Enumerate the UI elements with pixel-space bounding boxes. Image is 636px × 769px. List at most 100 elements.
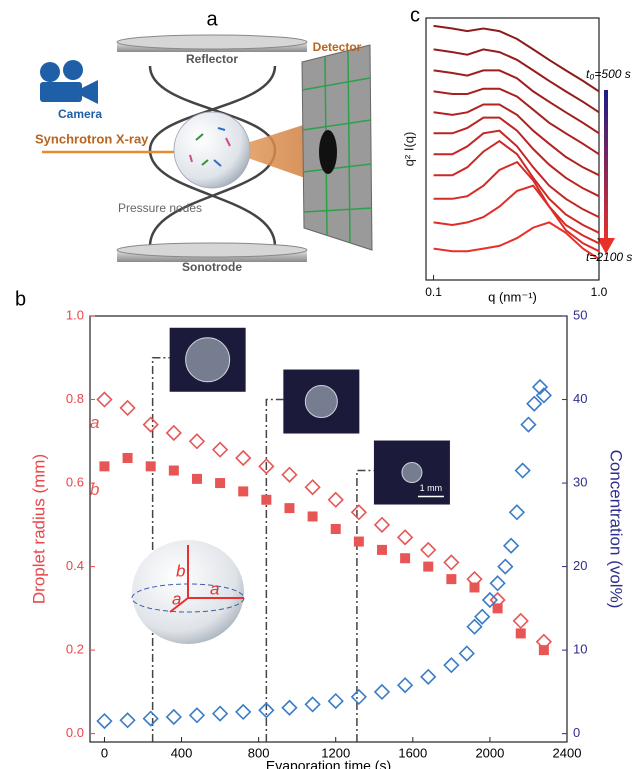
data-point [97, 393, 111, 407]
y-tick-label: 0.2 [66, 642, 84, 657]
x-tick-label: 1600 [398, 745, 427, 760]
x-tick-label: 2400 [553, 745, 582, 760]
inset-label: b [176, 561, 185, 580]
data-point [510, 505, 524, 519]
data-point [444, 555, 458, 569]
series-label: a [90, 413, 99, 432]
saxs-curve [434, 118, 599, 197]
figure: a Reflector Sonotrode Synchrotron X-ray … [0, 0, 636, 769]
data-point [460, 646, 474, 660]
data-point [421, 543, 435, 557]
data-point [236, 451, 250, 465]
data-point [167, 710, 181, 724]
data-point [282, 701, 296, 715]
saxs-curve [434, 105, 599, 176]
beam-stop [319, 130, 337, 174]
data-point [99, 461, 109, 471]
data-point [261, 495, 271, 505]
drop-photo-drop [402, 463, 422, 483]
detector-label: Detector [313, 40, 362, 54]
data-point [213, 443, 227, 457]
data-point [329, 694, 343, 708]
data-point [375, 685, 389, 699]
time-arrow [604, 90, 608, 240]
data-point [97, 714, 111, 728]
reflector-label: Reflector [186, 52, 238, 66]
x-tick-label: 2000 [475, 745, 504, 760]
data-point [308, 511, 318, 521]
sonotrode-top [117, 243, 307, 257]
y2-tick-label: 20 [573, 558, 587, 573]
data-point [169, 466, 179, 476]
y2-tick-label: 40 [573, 391, 587, 406]
saxs-curve [434, 162, 599, 243]
panel-label: c [410, 4, 420, 26]
data-point [121, 713, 135, 727]
data-point [516, 464, 530, 478]
data-point [514, 614, 528, 628]
y2-tick-label: 50 [573, 307, 587, 322]
data-point [446, 574, 456, 584]
beam-label: Synchrotron X-ray [35, 131, 149, 146]
data-point [493, 603, 503, 613]
data-point [398, 530, 412, 544]
panel-label: a [206, 8, 218, 30]
y2-tick-label: 30 [573, 474, 587, 489]
detector [302, 45, 372, 250]
saxs-curve [434, 49, 599, 112]
data-point [527, 397, 541, 411]
data-point [146, 461, 156, 471]
data-point [469, 582, 479, 592]
data-point [498, 560, 512, 574]
data-point [398, 678, 412, 692]
data-point [539, 645, 549, 655]
camera-label: Camera [58, 107, 102, 121]
levitated-drop [174, 112, 250, 188]
data-point [144, 712, 158, 726]
saxs-curve [434, 222, 599, 259]
data-point [215, 478, 225, 488]
data-point [329, 493, 343, 507]
y-tick-label: 1.0 [66, 307, 84, 322]
scale-bar-label: 1 mm [420, 483, 443, 493]
y2-axis-label: Concentration (vol%) [607, 450, 626, 609]
x-tick-label: 0.1 [425, 285, 442, 299]
sonotrode-label: Sonotrode [182, 260, 242, 274]
data-point [238, 486, 248, 496]
data-point [192, 474, 202, 484]
inset-label: a [172, 589, 181, 608]
series-label: b [90, 480, 99, 499]
data-point [352, 505, 366, 519]
data-point [352, 690, 366, 704]
y-tick-label: 0.8 [66, 391, 84, 406]
data-point [444, 658, 458, 672]
data-point [190, 708, 204, 722]
data-point [236, 705, 250, 719]
data-point [423, 562, 433, 572]
drop-photo-drop [186, 338, 230, 382]
data-point [167, 426, 181, 440]
data-point [421, 670, 435, 684]
data-point [190, 434, 204, 448]
panel-label: b [15, 288, 26, 310]
data-point [400, 553, 410, 563]
data-point [213, 707, 227, 721]
inset-label: a [210, 579, 219, 598]
drop-photo-drop [305, 386, 337, 418]
data-point [516, 628, 526, 638]
reflector-top [117, 35, 307, 49]
x-tick-label: 0 [101, 745, 108, 760]
data-point [282, 468, 296, 482]
x-tick-label: 400 [171, 745, 193, 760]
x-tick-label: 1.0 [591, 285, 608, 299]
nodes-label: Pressure nodes [118, 201, 202, 215]
data-point [521, 418, 535, 432]
y-tick-label: 0.6 [66, 474, 84, 489]
x-axis-label: q (nm⁻¹) [488, 289, 537, 304]
y-tick-label: 0.4 [66, 558, 84, 573]
x-axis-label: Evaporation time (s) [266, 758, 391, 769]
data-point [306, 697, 320, 711]
y-axis-label: q² I(q) [401, 132, 416, 167]
data-point [491, 576, 505, 590]
data-point [123, 453, 133, 463]
